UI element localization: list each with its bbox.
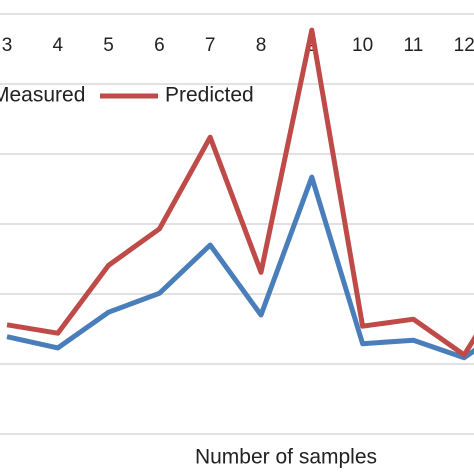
- x-tick-label: 9: [307, 35, 318, 56]
- x-tick-label: 4: [53, 35, 64, 56]
- x-tick-label: 5: [103, 35, 114, 56]
- legend-label: Predicted: [165, 84, 254, 107]
- x-tick-label: 11: [404, 35, 424, 56]
- data-line: [6, 27, 474, 358]
- x-tick-label: 12: [454, 35, 474, 56]
- x-tick-label: 10: [352, 35, 373, 56]
- data-line: [6, 174, 474, 361]
- x-tick-label: 3: [2, 35, 13, 56]
- x-axis-title: Number of samples: [195, 446, 377, 469]
- x-tick-label: 8: [256, 35, 267, 56]
- x-tick-label: 7: [205, 35, 216, 56]
- x-tick-label: 6: [154, 35, 165, 56]
- legend-label: Measured: [0, 84, 85, 107]
